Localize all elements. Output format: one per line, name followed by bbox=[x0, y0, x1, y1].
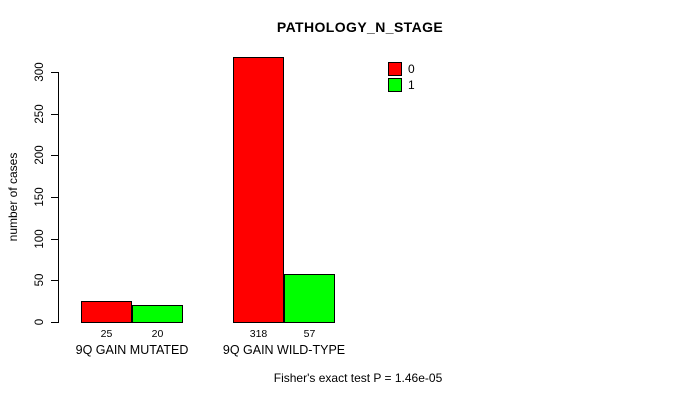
bar-0-1 bbox=[233, 57, 284, 323]
bar-value-label: 318 bbox=[249, 328, 268, 340]
y-axis-tick-label: 0 bbox=[34, 318, 46, 326]
legend-item-0: 0 bbox=[388, 62, 415, 76]
legend: 0 1 bbox=[388, 62, 415, 92]
y-axis-tick-label: 100 bbox=[34, 229, 46, 249]
y-axis-tick bbox=[51, 197, 58, 198]
bar-value-label: 25 bbox=[100, 328, 113, 340]
legend-label-1: 1 bbox=[408, 78, 415, 92]
y-axis-tick-label: 50 bbox=[34, 273, 46, 287]
y-axis-line bbox=[58, 72, 59, 323]
y-axis-tick bbox=[51, 239, 58, 240]
y-axis-tick-label: 250 bbox=[34, 104, 46, 124]
category-label: 9Q GAIN WILD-TYPE bbox=[222, 343, 346, 357]
bar-value-label: 20 bbox=[151, 328, 164, 340]
y-axis-tick bbox=[51, 322, 58, 323]
bar-value-label: 57 bbox=[303, 328, 316, 340]
y-axis-tick bbox=[51, 155, 58, 156]
category-label: 9Q GAIN MUTATED bbox=[75, 343, 189, 357]
bar-0-0 bbox=[81, 301, 132, 323]
y-axis-tick bbox=[51, 114, 58, 115]
y-axis-tick-label: 300 bbox=[34, 62, 46, 82]
legend-label-0: 0 bbox=[408, 62, 415, 76]
legend-swatch-green bbox=[388, 78, 402, 92]
y-axis-tick-label: 150 bbox=[34, 187, 46, 207]
y-axis-tick-label: 200 bbox=[34, 145, 46, 165]
y-axis-tick bbox=[51, 280, 58, 281]
chart-title: PATHOLOGY_N_STAGE bbox=[276, 19, 444, 35]
legend-swatch-red bbox=[388, 62, 402, 76]
y-axis-label: number of cases bbox=[6, 152, 20, 242]
bar-1-0 bbox=[132, 305, 183, 323]
bar-1-1 bbox=[284, 274, 335, 323]
y-axis-tick bbox=[51, 72, 58, 73]
fisher-test-annotation: Fisher's exact test P = 1.46e-05 bbox=[273, 371, 443, 385]
legend-item-1: 1 bbox=[388, 78, 415, 92]
